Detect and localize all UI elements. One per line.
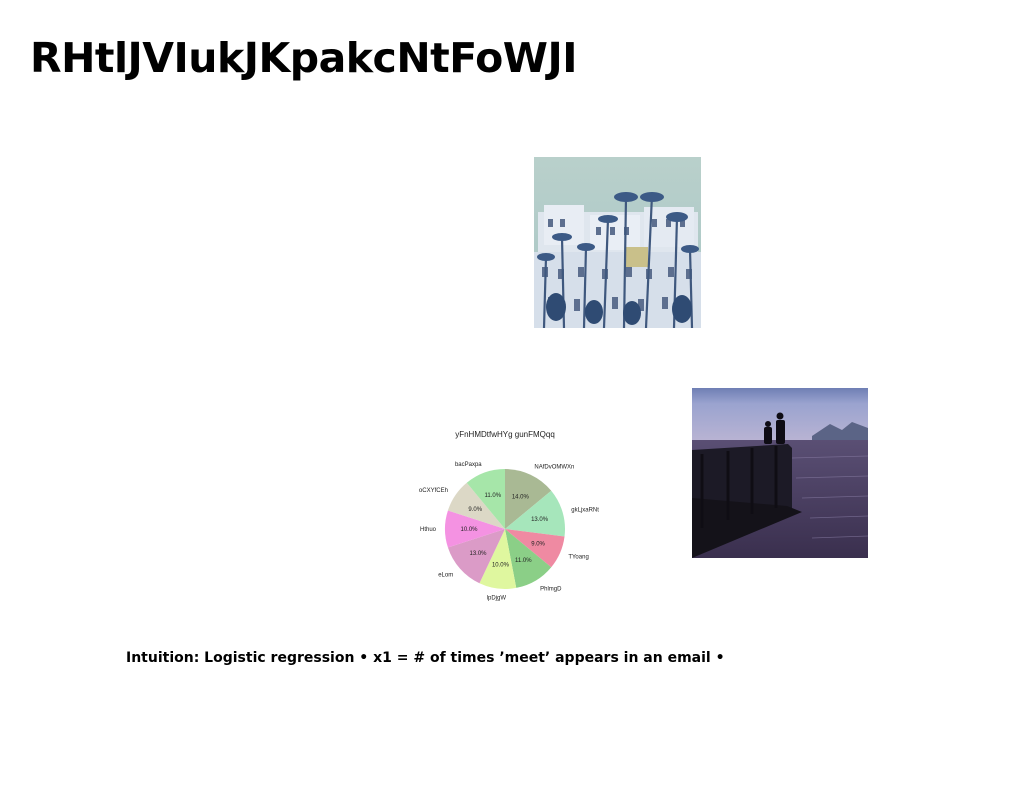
slide-caption: Intuition: Logistic regression • x1 = # … — [126, 650, 725, 666]
pie-pct-label: 11.0% — [485, 493, 502, 499]
pie-pct-label: 14.0% — [512, 494, 530, 500]
pie-category-label: Hthuo — [420, 527, 437, 533]
pie-pct-label: 9.0% — [531, 541, 545, 547]
pie-pct-label: 9.0% — [468, 507, 482, 513]
pie-pct-label: 10.0% — [460, 527, 478, 533]
pie-category-label: eLom — [438, 573, 453, 579]
building-photo — [534, 157, 701, 328]
pie-pct-label: 13.0% — [469, 551, 487, 557]
pie-chart-title: yFnHMDtfwHYg gunFMQqq — [455, 430, 555, 439]
pier-photo — [692, 388, 868, 558]
pie-pct-label: 13.0% — [531, 517, 549, 523]
pie-category-label: TYoang — [568, 554, 588, 560]
slide-title: RHtlJVIukJKpakcNtFoWJI — [30, 34, 577, 82]
pie-category-label: gkLjxaRNt — [571, 508, 599, 514]
pie-pct-label: 10.0% — [492, 563, 510, 569]
pie-category-label: lpDjgW — [487, 595, 507, 601]
pie-category-label: oCXYfCEh — [419, 488, 448, 494]
pie-category-label: NAfDvOMWXn — [534, 465, 574, 471]
pie-category-label: bacPaxpa — [455, 462, 482, 468]
pie-chart: yFnHMDtfwHYg gunFMQqq 14.0% NAfDvOMWXn 13.… — [415, 425, 605, 625]
pie-pct-label: 11.0% — [515, 558, 532, 564]
pie-category-label: PhlmgD — [540, 586, 562, 592]
